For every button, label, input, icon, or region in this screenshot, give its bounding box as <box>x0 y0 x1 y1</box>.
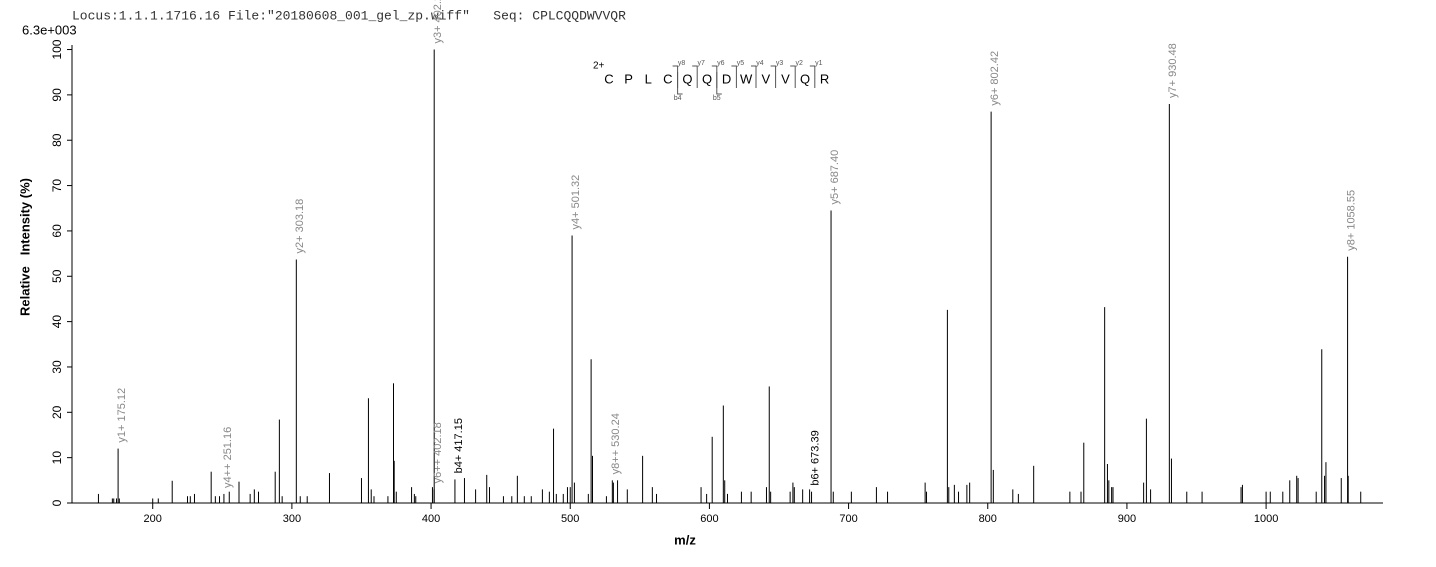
y-ion: y5 <box>737 60 745 67</box>
residue: L <box>645 71 652 86</box>
y-tick-label: 20 <box>50 405 64 419</box>
residue: V <box>781 71 790 86</box>
residue: Q <box>682 71 692 86</box>
y-ion: y1 <box>815 60 823 67</box>
peak-label: y1+ 175.12 <box>116 388 128 443</box>
x-tick-label: 1000 <box>1254 513 1278 525</box>
y-ion: y8 <box>678 60 686 67</box>
y-tick-label: 100 <box>50 39 64 59</box>
peak-label: y4+ 501.32 <box>570 175 582 230</box>
residue: D <box>722 71 731 86</box>
peak-label: y4++ 251.16 <box>222 427 234 488</box>
y-ion: y2 <box>795 60 803 67</box>
y-bracket <box>751 65 757 88</box>
x-tick-label: 800 <box>979 513 997 525</box>
b-bracket <box>716 72 722 95</box>
y-tick-label: 60 <box>50 224 64 238</box>
y-ion: y4 <box>756 60 764 67</box>
y-tick-label: 50 <box>50 269 64 283</box>
peak-label: y5+ 687.40 <box>829 150 841 205</box>
y-bracket <box>672 65 679 88</box>
y-bracket <box>711 65 718 88</box>
x-tick-label: 700 <box>839 513 857 525</box>
peak-label: y6++ 402.18 <box>432 422 444 483</box>
y-tick-label: 0 <box>50 499 64 506</box>
y-tick-label: 80 <box>50 133 64 147</box>
y-tick-label: 90 <box>50 88 64 102</box>
y-tick-label: 10 <box>50 451 64 465</box>
y-bracket <box>770 65 777 88</box>
residue: R <box>820 71 829 86</box>
peak-label: b6+ 673.39 <box>809 430 821 485</box>
peak-label: y3+ 402.25 <box>432 0 444 44</box>
peak-label: y7+ 930.48 <box>1167 43 1179 98</box>
peak-label: y8++ 530.24 <box>610 413 622 474</box>
charge: 2+ <box>593 61 605 72</box>
y-bracket <box>790 65 796 88</box>
y-tick-label: 30 <box>50 360 64 374</box>
y-tick-label: 40 <box>50 315 64 329</box>
y-ion: y7 <box>697 60 705 67</box>
y-axis-label: Relative Intensity (%) <box>17 178 32 316</box>
y-bracket <box>731 65 737 88</box>
residue: C <box>663 71 672 86</box>
x-tick-label: 300 <box>283 513 301 525</box>
x-axis-label: m/z <box>674 532 696 547</box>
y-tick-label: 70 <box>50 179 64 193</box>
header: Locus:1.1.1.1716.16 File:"20180608_001_g… <box>72 8 626 23</box>
residue: Q <box>800 71 810 86</box>
y-max-label: 6.3e+003 <box>22 22 77 37</box>
residue: P <box>624 71 633 86</box>
b-ion: b4 <box>674 95 682 102</box>
peak-label: b4+ 417.15 <box>453 418 465 473</box>
y-bracket <box>809 65 816 88</box>
residue: Q <box>702 71 712 86</box>
peak-label: y6+ 802.42 <box>989 51 1001 106</box>
x-tick-label: 600 <box>700 513 718 525</box>
peak-label: y2+ 303.18 <box>294 199 306 254</box>
x-tick-label: 900 <box>1118 513 1136 525</box>
x-tick-label: 500 <box>561 513 579 525</box>
y-ion: y3 <box>776 60 784 67</box>
peak-label: y8+ 1058.55 <box>1345 190 1357 251</box>
x-tick-label: 400 <box>422 513 440 525</box>
residue: V <box>761 71 770 86</box>
b-bracket <box>677 72 683 95</box>
b-ion: b5 <box>713 95 721 102</box>
residue: W <box>740 71 753 86</box>
y-ion: y6 <box>717 60 725 67</box>
y-bracket <box>692 65 698 88</box>
x-tick-label: 200 <box>144 513 162 525</box>
residue: C <box>604 71 613 86</box>
